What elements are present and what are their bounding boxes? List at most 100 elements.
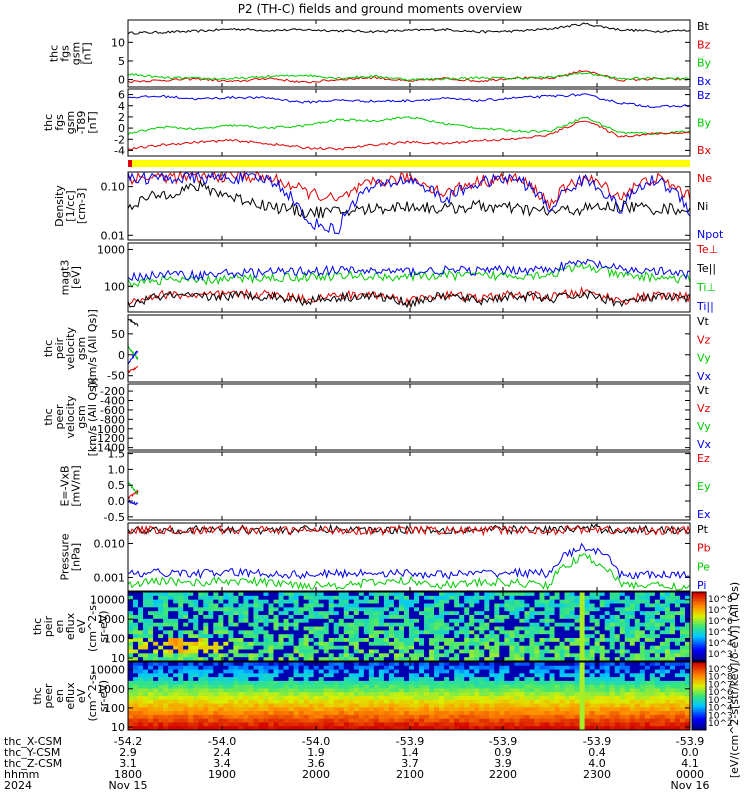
spectrogram-cell xyxy=(248,711,254,716)
spectrogram-cell xyxy=(644,599,651,604)
spectrogram-cell xyxy=(669,599,676,604)
spectrogram-cell xyxy=(474,711,480,716)
colorbar-step xyxy=(692,673,706,677)
spectrogram-cell xyxy=(198,653,204,658)
spectrogram-cell xyxy=(514,703,520,708)
legend-entry: Pi xyxy=(697,579,706,592)
spectrogram-cell xyxy=(589,665,596,670)
spectrogram-cell xyxy=(388,592,395,597)
spectrogram-cell xyxy=(353,669,360,674)
spectrogram-cell xyxy=(529,696,535,701)
spectrogram-cell xyxy=(263,665,269,670)
spectrogram-cell xyxy=(639,599,646,604)
spectrogram-cell xyxy=(258,707,264,712)
spectrogram-cell xyxy=(238,699,244,704)
spectrogram-cell xyxy=(343,595,350,601)
spectrogram-cell xyxy=(514,677,520,682)
spectrogram-cell xyxy=(188,677,194,682)
spectrogram-cell xyxy=(398,649,405,654)
spectrogram-cell xyxy=(609,645,616,650)
spectrogram-cell xyxy=(499,688,505,693)
legend-entry: Vt xyxy=(697,384,710,397)
spectrogram-cell xyxy=(178,718,184,723)
spectrogram-cell xyxy=(559,657,565,662)
spectrogram-cell xyxy=(253,699,259,704)
spectrogram-cell xyxy=(544,665,550,670)
spectrogram-cell xyxy=(368,703,375,708)
spectrogram-cell xyxy=(388,665,395,670)
spectrogram-cell xyxy=(223,615,229,620)
plot-title: P2 (TH-C) fields and ground moments over… xyxy=(238,2,523,16)
spectrogram-cell xyxy=(128,696,134,701)
spectrogram-cell xyxy=(494,626,500,631)
spectrogram-cell xyxy=(474,696,480,701)
spectrogram-cell xyxy=(238,662,244,667)
spectrogram-cell xyxy=(484,680,490,686)
spectrogram-cell xyxy=(564,626,570,631)
spectrogram-cell xyxy=(168,726,174,731)
spectrogram-cell xyxy=(263,638,269,643)
spectrogram-cell xyxy=(449,622,455,627)
spectrogram-cell xyxy=(634,645,641,650)
spectrogram-cell xyxy=(439,638,445,643)
spectrogram-cell xyxy=(674,645,681,650)
spectrogram-cell xyxy=(253,662,259,667)
spectrogram-cell xyxy=(594,711,601,716)
spectrogram-cell xyxy=(203,641,209,647)
spectrogram-cell xyxy=(499,703,505,708)
spectrogram-cell xyxy=(173,684,179,689)
spectrogram-cell xyxy=(599,680,606,686)
spectrogram-cell xyxy=(168,707,174,712)
spectrogram-cell xyxy=(444,711,450,716)
spectrogram-cell xyxy=(414,673,420,678)
spectrogram-cell xyxy=(223,699,229,704)
spectrogram-cell xyxy=(348,641,355,647)
spectrogram-cell xyxy=(248,684,254,689)
colorbar-step xyxy=(692,605,706,609)
spectrogram-cell xyxy=(338,662,345,667)
spectrogram-cell xyxy=(243,592,249,597)
spectrogram-cell xyxy=(313,653,320,658)
spectrogram-cell xyxy=(218,677,224,682)
spectrogram-cell xyxy=(449,722,455,727)
spectrogram-cell xyxy=(223,618,229,624)
spectrogram-cell xyxy=(684,603,691,608)
spectrogram-cell xyxy=(368,684,375,689)
spectrogram-cell xyxy=(323,703,330,708)
spectrogram-cell xyxy=(268,665,274,670)
spectrogram-cell xyxy=(634,703,641,708)
spectrogram-cell xyxy=(238,626,244,631)
spectrogram-cell xyxy=(213,603,219,608)
spectrogram-cell xyxy=(629,634,636,639)
spectrogram-cell xyxy=(554,696,560,701)
spectrogram-cell xyxy=(524,615,530,620)
spectrogram-cell xyxy=(449,688,455,693)
spectrogram-cell xyxy=(669,714,676,720)
spectrogram-cell xyxy=(278,726,284,731)
spectrogram-cell xyxy=(243,673,249,678)
spectrogram-cell xyxy=(393,718,400,723)
spectrogram-cell xyxy=(213,684,219,689)
spectrogram-cell xyxy=(188,615,194,620)
spectrogram-cell xyxy=(388,688,395,693)
spectrogram-cell xyxy=(198,592,204,597)
spectrogram-cell xyxy=(143,677,149,682)
spectrogram-cell xyxy=(348,665,355,670)
spectrogram-cell xyxy=(604,707,611,712)
spectrogram-cell xyxy=(273,662,279,667)
spectrogram-cell xyxy=(474,692,480,697)
x-tick-label: 2200 xyxy=(489,768,517,781)
spectrogram-cell xyxy=(564,669,570,674)
spectrogram-cell xyxy=(649,618,656,624)
spectrogram-cell xyxy=(439,662,445,667)
spectrogram-cell xyxy=(594,649,601,654)
spectrogram-cell xyxy=(669,707,676,712)
spectrogram-cell xyxy=(358,638,365,643)
spectrogram-cell xyxy=(158,618,164,624)
spectrogram-cell xyxy=(163,722,169,727)
spectrogram-cell xyxy=(153,665,159,670)
spectrogram-cell xyxy=(444,630,450,635)
spectrogram-cell xyxy=(268,649,274,654)
spectrogram-cell xyxy=(343,645,350,650)
spectrogram-cell xyxy=(333,711,340,716)
